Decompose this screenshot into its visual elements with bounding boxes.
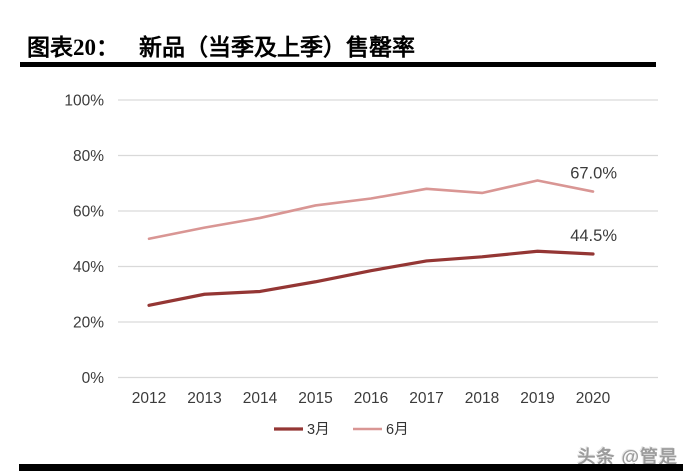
figure-title-text: 新品（当季及上季）售罄率 [139,35,415,60]
x-axis-tick-label: 2020 [576,390,611,407]
x-axis-tick-label: 2017 [409,390,443,407]
y-axis-tick-label: 80% [73,148,104,165]
series-line-3月 [147,249,595,307]
x-axis-tick-label: 2014 [243,390,278,407]
x-axis-tick-label: 2019 [520,390,554,407]
watermark-text: 头条 @管是 [577,447,678,467]
legend-label-3月: 3月 [307,422,330,438]
y-axis-tick-label: 0% [82,370,105,387]
title-divider-bar [20,62,656,67]
series-line-6月 [147,179,595,241]
y-axis-tick-label: 20% [73,315,104,332]
x-axis-tick-label: 2012 [132,390,166,407]
x-axis-tick-label: 2015 [298,390,332,407]
figure-number-label: 图表20： [27,35,119,60]
figure-title: 图表20： 新品（当季及上季）售罄率 [27,28,667,62]
legend-label-6月: 6月 [386,422,409,438]
series-end-label-6月: 67.0% [570,165,617,183]
x-axis-tick-label: 2016 [354,390,388,407]
y-axis-tick-label: 100% [64,93,104,110]
x-axis-tick-label: 2013 [187,390,221,407]
y-axis-tick-label: 40% [73,259,104,276]
y-axis-tick-label: 60% [73,204,104,221]
series-end-label-3月: 44.5% [570,227,617,245]
bottom-divider-bar [19,464,683,471]
x-axis-tick-label: 2018 [465,390,499,407]
